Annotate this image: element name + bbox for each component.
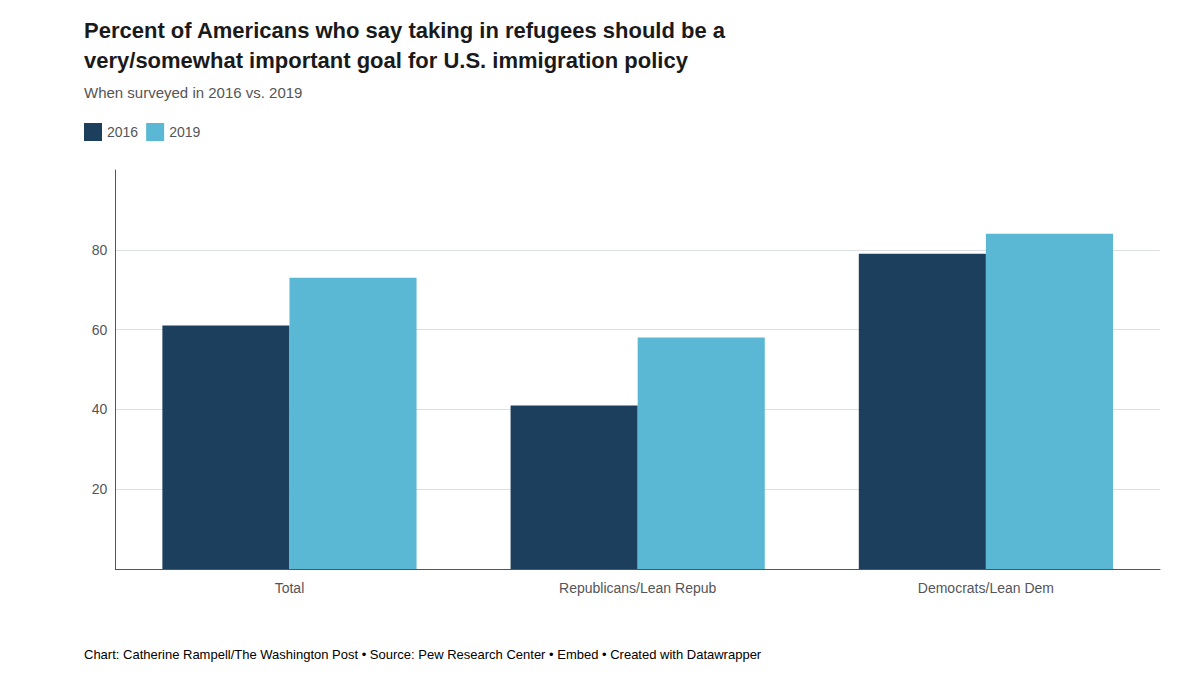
svg-text:Datawrapper: Datawrapper: [687, 647, 762, 662]
svg-text:Total: Total: [275, 580, 305, 596]
svg-text:60: 60: [92, 322, 108, 338]
svg-text:2019: 2019: [169, 124, 200, 140]
svg-text:very/somewhat important goal f: very/somewhat important goal for U.S. im…: [84, 48, 689, 73]
svg-text:2016: 2016: [107, 124, 138, 140]
svg-text:Republicans/Lean Repub: Republicans/Lean Repub: [559, 580, 716, 596]
svg-text:Chart: Catherine Rampell/The W: Chart: Catherine Rampell/The Washington …: [84, 647, 557, 662]
svg-text:When surveyed in 2016 vs. 2019: When surveyed in 2016 vs. 2019: [84, 84, 302, 101]
svg-text:Embed: Embed: [557, 647, 598, 662]
svg-text:• Created with: • Created with: [598, 647, 686, 662]
svg-text:Percent of Americans who say t: Percent of Americans who say taking in r…: [84, 18, 726, 43]
svg-text:80: 80: [92, 242, 108, 258]
svg-text:Democrats/Lean Dem: Democrats/Lean Dem: [918, 580, 1054, 596]
svg-text:20: 20: [92, 481, 108, 497]
svg-text:40: 40: [92, 401, 108, 417]
